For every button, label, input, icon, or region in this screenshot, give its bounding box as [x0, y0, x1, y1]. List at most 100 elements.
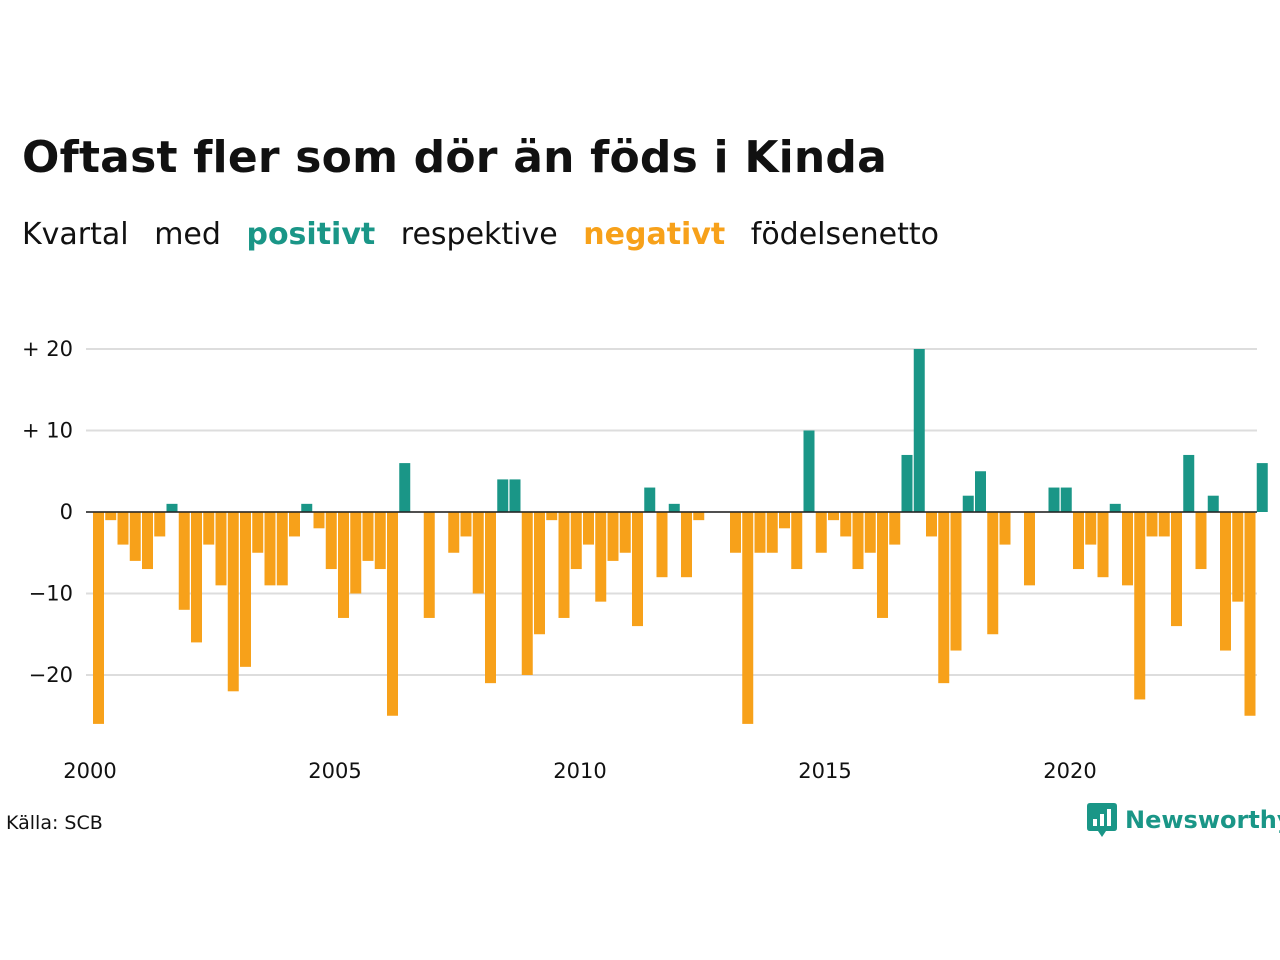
- bar: [950, 512, 962, 651]
- bar: [1097, 512, 1109, 578]
- bar: [313, 512, 325, 529]
- subtitle-positive-label: positivt: [246, 217, 376, 252]
- bar: [460, 512, 472, 537]
- y-tick-label: + 10: [22, 419, 73, 443]
- bar: [656, 512, 668, 578]
- bar: [926, 512, 937, 537]
- bar: [105, 512, 117, 521]
- bar: [154, 512, 166, 537]
- bar: [1207, 495, 1219, 512]
- bar: [497, 479, 509, 512]
- bar: [864, 512, 876, 553]
- subtitle-negative-label: negativt: [583, 217, 726, 252]
- bar: [1146, 512, 1158, 537]
- bar: [644, 487, 656, 512]
- bar: [1183, 454, 1195, 512]
- newsworthy-logo-icon: [1087, 803, 1117, 837]
- x-tick-label: 2010: [553, 759, 606, 783]
- y-tick-label: 0: [60, 500, 73, 524]
- bar: [534, 512, 545, 635]
- bar: [693, 512, 705, 521]
- bar: [546, 512, 558, 521]
- brand-name: Newsworthy: [1125, 806, 1280, 834]
- bar: [399, 463, 411, 512]
- source-note: Källa: SCB: [6, 812, 103, 834]
- bar: [595, 512, 607, 602]
- bar: [1158, 512, 1170, 537]
- bar: [166, 503, 178, 512]
- bar: [117, 512, 129, 545]
- bar: [325, 512, 337, 570]
- brand: Newsworthy: [1087, 803, 1280, 837]
- bar: [558, 512, 570, 618]
- chart-subtitle: Kvartal med positivt respektive negativt…: [22, 217, 955, 252]
- bar: [252, 512, 264, 553]
- bar: [1109, 503, 1121, 512]
- bar: [362, 512, 374, 561]
- x-tick-label: 2005: [308, 759, 361, 783]
- bar: [485, 512, 496, 684]
- bar: [93, 512, 104, 724]
- bar: [1073, 512, 1084, 570]
- bar: [962, 495, 974, 512]
- bar: [619, 512, 631, 553]
- chart-title: Oftast fler som dör än föds i Kinda: [22, 132, 888, 183]
- bar: [387, 512, 398, 716]
- y-tick-label: −10: [29, 582, 73, 606]
- x-tick-label: 2015: [798, 759, 851, 783]
- subtitle-word-kvartal: Kvartal: [22, 217, 129, 252]
- bar: [779, 512, 790, 529]
- bar: [1244, 512, 1256, 716]
- y-tick-label: + 20: [22, 337, 73, 361]
- bar: [350, 512, 362, 594]
- bar: [913, 349, 925, 512]
- bar: [938, 512, 950, 684]
- bar: [999, 512, 1011, 545]
- x-tick-label: 2020: [1043, 759, 1096, 783]
- bar: [1232, 512, 1244, 602]
- bar: [1122, 512, 1133, 586]
- bar: [730, 512, 741, 553]
- bar: [877, 512, 888, 618]
- bar: [448, 512, 460, 553]
- bar: [521, 512, 533, 675]
- bar: [828, 512, 839, 521]
- bar: [215, 512, 227, 586]
- bar: [889, 512, 901, 545]
- bar: [338, 512, 349, 618]
- bar: [129, 512, 141, 561]
- bar: [240, 512, 251, 667]
- bar: [509, 479, 521, 512]
- y-tick-label: −20: [29, 663, 73, 687]
- bar: [852, 512, 864, 570]
- bar: [583, 512, 594, 545]
- bar: [178, 512, 190, 610]
- bar: [632, 512, 643, 627]
- bar: [142, 512, 153, 570]
- bar: [901, 454, 913, 512]
- bar: [1048, 487, 1060, 512]
- bar: [1171, 512, 1182, 627]
- bar: [754, 512, 766, 553]
- bar: [1085, 512, 1097, 545]
- bar: [374, 512, 386, 570]
- bar: [1195, 512, 1207, 570]
- bar: [791, 512, 803, 570]
- bar: [1256, 463, 1268, 512]
- bar: [191, 512, 202, 643]
- bar: [668, 503, 680, 512]
- subtitle-word-respektive: respektive: [400, 217, 558, 252]
- x-tick-label: 2000: [63, 759, 116, 783]
- bar: [1060, 487, 1072, 512]
- bar: [423, 512, 435, 618]
- bar: [301, 503, 313, 512]
- bar: [975, 471, 986, 512]
- bar: [203, 512, 215, 545]
- bar: [987, 512, 999, 635]
- subtitle-word-fodelsenetto: födelsenetto: [750, 217, 939, 252]
- bar: [264, 512, 276, 586]
- bar: [803, 430, 815, 512]
- bar: [766, 512, 778, 553]
- bar: [1024, 512, 1035, 586]
- bar: [1134, 512, 1146, 700]
